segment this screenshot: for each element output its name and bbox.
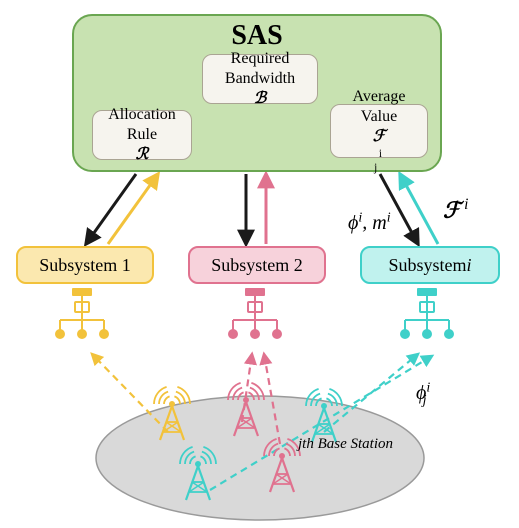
label-base-station: jth Base Station: [298, 436, 393, 453]
subsystem-2-box: Subsystem 2: [188, 246, 326, 284]
average-value-box: AverageValue ℱ ij: [330, 104, 428, 158]
tree-icon: [55, 288, 109, 339]
label-phi-m: ϕi, mi: [348, 210, 391, 235]
tower-icon: [264, 439, 300, 492]
label-F: ℱ i: [443, 196, 468, 223]
sas-title: SAS: [72, 20, 442, 52]
subsystem-1-box: Subsystem 1: [16, 246, 154, 284]
tower-icon: [154, 387, 190, 440]
subsystem-i-box: Subsystem i: [360, 246, 500, 284]
tree-icon: [400, 288, 454, 339]
allocation-rule-box: AllocationRule ℛ: [92, 110, 192, 160]
tower-icon: [180, 447, 216, 500]
required-bandwidth-box: RequiredBandwidth ℬ: [202, 54, 318, 104]
tower-icon: [228, 383, 264, 436]
tower-icon: [306, 389, 342, 442]
label-phi-j: ϕij: [416, 380, 426, 409]
tree-icon: [228, 288, 282, 339]
